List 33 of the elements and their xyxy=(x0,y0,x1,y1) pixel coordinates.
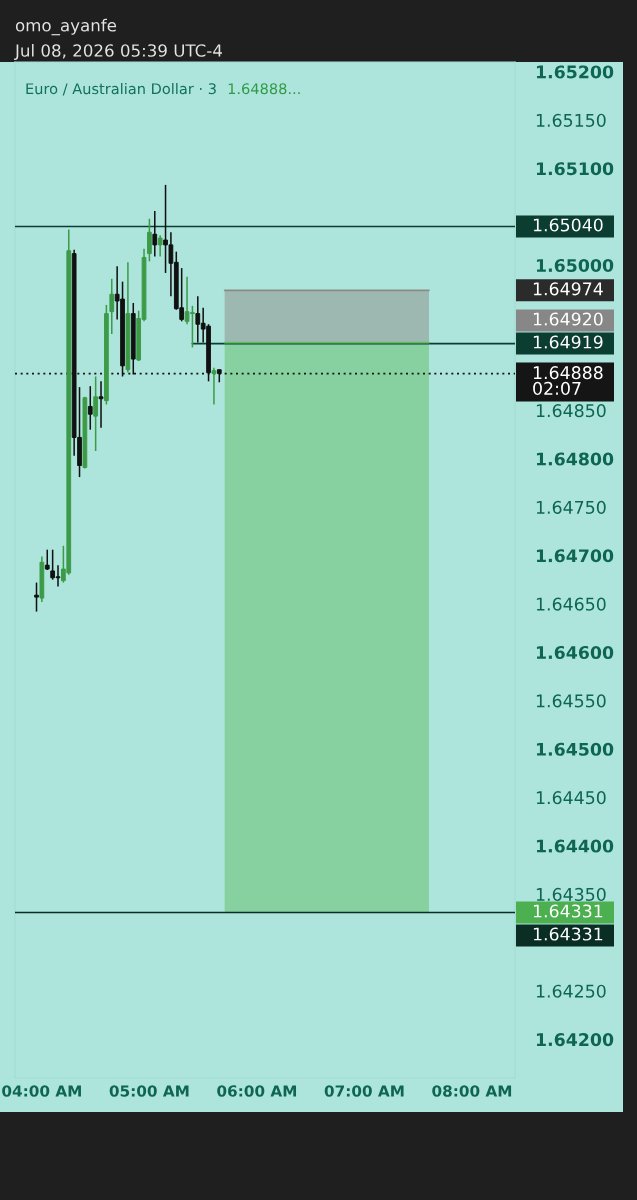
y-tick-label: 1.64550 xyxy=(536,694,606,708)
y-tick-label: 1.64650 xyxy=(536,597,606,611)
x-tick-label: 07:00 AM xyxy=(324,1085,404,1097)
data-label: 1.64919 xyxy=(533,335,603,349)
y-tick-label: 1.65150 xyxy=(536,113,606,127)
text: Jul 08, 2026 05:39 UTC-4 xyxy=(14,43,222,60)
x-tick-label: 05:00 AM xyxy=(109,1085,189,1097)
text: 1.64888... xyxy=(228,83,300,95)
text: 1.64974 xyxy=(533,282,603,296)
ref-line-label: 1.65040 xyxy=(533,218,603,232)
text: 1.64920 xyxy=(533,312,603,326)
text: 1.64331 xyxy=(533,904,603,918)
y-tick-label: 1.64500 xyxy=(536,742,614,756)
y-tick-label: 1.64750 xyxy=(536,500,606,514)
y-tick-label: 1.64600 xyxy=(536,645,614,660)
text: omo_ayanfe xyxy=(15,18,117,36)
y-tick-label: 1.64350 xyxy=(536,887,606,901)
text: Euro / Australian Dollar · 3 xyxy=(26,82,216,96)
y-tick-label: 1.64250 xyxy=(536,984,606,998)
x-tick-label: 06:00 AM xyxy=(217,1085,297,1097)
ref-line-label: 1.64888 02:07 xyxy=(533,366,603,395)
ref-line-label: 1.64331 xyxy=(533,927,603,941)
y-tick-label: 1.64850 xyxy=(536,404,606,418)
y-tick-label: 1.65000 xyxy=(536,258,614,273)
y-tick-label: 1.64700 xyxy=(536,549,614,563)
y-tick-label: 1.65100 xyxy=(536,162,614,176)
y-tick-label: 1.64200 xyxy=(536,1033,614,1047)
y-tick-label: 1.64450 xyxy=(536,791,606,805)
x-tick-label: 08:00 AM xyxy=(432,1085,512,1097)
x-tick-label: 04:00 AM xyxy=(2,1085,81,1097)
y-tick-label: 1.64400 xyxy=(536,839,614,853)
y-tick-label: 1.64800 xyxy=(536,452,614,466)
y-tick-label: 1.65200 xyxy=(536,65,614,79)
